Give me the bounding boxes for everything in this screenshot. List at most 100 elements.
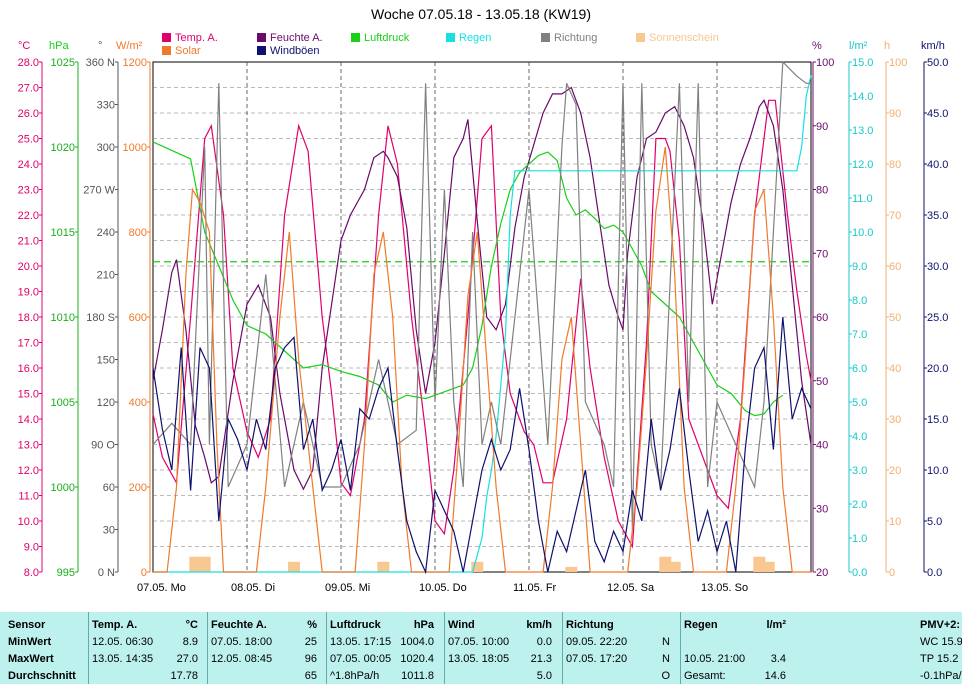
table-cell: 13.05. 14:35: [92, 653, 154, 665]
table-cell: MinWert: [8, 636, 52, 648]
axis-tick-label-wind: 5.0: [927, 516, 942, 528]
legend-label: Feuchte A.: [270, 32, 323, 44]
axis-tick-label-temp: 28.0: [18, 57, 39, 69]
table-cell: TP 15.2: [920, 653, 959, 665]
axis-tick-label-humidity: 80: [816, 185, 828, 197]
axis-tick-label-pressure: 1000: [51, 482, 75, 494]
legend-label: Regen: [459, 32, 492, 44]
table-separator: [207, 612, 208, 684]
series-line-richtung: [152, 60, 811, 530]
axis-tick-label-sun: 30: [889, 414, 901, 426]
table-cell: N: [662, 653, 670, 665]
sunshine-bar: [668, 561, 681, 572]
table-separator: [562, 612, 563, 684]
axis-tick-label-sun: 100: [889, 57, 907, 69]
table-cell: 12.05. 06:30: [92, 636, 154, 648]
axis-tick-label-wind: 50.0: [927, 57, 948, 69]
axis-unit-solar: W/m²: [116, 40, 143, 52]
axis-tick-label-rain: 13.0: [852, 125, 873, 137]
axis-tick-label-temp: 26.0: [18, 108, 39, 120]
statistics-table: [0, 612, 962, 684]
legend-swatch: [351, 33, 360, 42]
axis-tick-label-temp: 8.0: [24, 567, 39, 579]
table-cell: Richtung: [566, 619, 614, 631]
axis-tick-label-wind: 25.0: [927, 312, 948, 324]
table-cell: 13.05. 18:05: [448, 653, 510, 665]
table-cell: Gesamt:: [684, 670, 726, 682]
series-line-solar: [153, 146, 811, 573]
axis-unit-humidity: %: [812, 40, 822, 52]
axis-tick-label-pressure: 1020: [51, 142, 75, 154]
day-label: 09.05. Mi: [325, 582, 370, 594]
axis-tick-label-sun: 90: [889, 108, 901, 120]
legend-label: Windböen: [270, 45, 320, 57]
axis-tick-label-direction: 150: [97, 355, 115, 367]
axis-tick-label-temp: 23.0: [18, 185, 39, 197]
table-cell: Luftdruck: [330, 619, 381, 631]
legend-label: Solar: [175, 45, 201, 57]
series-line-windb-en: [152, 316, 812, 575]
legend-item: Feuchte A.: [257, 32, 323, 44]
legend-swatch: [162, 46, 171, 55]
legend-label: Richtung: [554, 32, 598, 44]
table-cell: Sensor: [8, 619, 46, 631]
table-cell: km/h: [526, 619, 552, 631]
table-cell: 25: [304, 636, 317, 648]
table-cell: 1020.4: [400, 653, 434, 665]
axis-tick-label-pressure: 1005: [51, 397, 75, 409]
axis-tick-label-pressure: 995: [57, 567, 75, 579]
table-cell: 12.05. 08:45: [211, 653, 273, 665]
table-cell: Durchschnitt: [8, 670, 76, 682]
legend-swatch: [541, 33, 550, 42]
axis-tick-label-rain: 2.0: [852, 499, 867, 511]
table-separator: [326, 612, 327, 684]
axis-tick-label-rain: 15.0: [852, 57, 873, 69]
legend-item: Regen: [446, 32, 491, 44]
table-cell: 21.3: [530, 653, 552, 665]
axis-tick-label-sun: 40: [889, 363, 901, 375]
table-cell: Regen: [684, 619, 718, 631]
axis-tick-label-temp: 10.0: [18, 516, 39, 528]
axis-unit-wind: km/h: [921, 40, 945, 52]
day-label: 11.05. Fr: [513, 582, 557, 594]
axis-tick-label-temp: 18.0: [18, 312, 39, 324]
legend-swatch: [257, 46, 266, 55]
table-cell: 96: [304, 653, 317, 665]
axis-tick-label-rain: 0.0: [852, 567, 867, 579]
axis-tick-label-direction: 240: [97, 227, 115, 239]
table-separator: [88, 612, 89, 684]
table-cell: 07.05. 10:00: [448, 636, 510, 648]
axis-tick-label-rain: 5.0: [852, 397, 867, 409]
sunshine-bar: [189, 556, 202, 572]
axis-tick-label-humidity: 40: [816, 440, 828, 452]
table-cell: 07.05. 17:20: [566, 653, 628, 665]
axis-tick-label-direction: 180 S: [86, 312, 115, 324]
axis-tick-label-direction: 330: [97, 100, 115, 112]
axis-tick-label-solar: 200: [129, 482, 147, 494]
series-line-regen: [153, 75, 812, 573]
axis-tick-label-temp: 13.0: [18, 440, 39, 452]
axis-tick-label-wind: 20.0: [927, 363, 948, 375]
axis-tick-label-rain: 7.0: [852, 329, 867, 341]
axis-tick-label-temp: 20.0: [18, 261, 39, 273]
table-cell: 09.05. 22:20: [566, 636, 628, 648]
sunshine-bar: [471, 561, 484, 572]
axis-tick-label-wind: 10.0: [927, 465, 948, 477]
axis-tick-label-temp: 27.0: [18, 83, 39, 95]
axis-tick-label-humidity: 90: [816, 121, 828, 133]
axis-tick-label-temp: 25.0: [18, 134, 39, 146]
axis-tick-label-direction: 90 O: [91, 440, 115, 452]
legend-swatch: [257, 33, 266, 42]
table-cell: Temp. A.: [92, 619, 138, 631]
table-cell: PMV+2:: [920, 619, 961, 631]
axis-tick-label-temp: 11.0: [18, 491, 39, 503]
axis-tick-label-temp: 16.0: [18, 363, 39, 375]
axis-tick-label-sun: 70: [889, 210, 901, 222]
axis-tick-label-rain: 4.0: [852, 431, 867, 443]
table-cell: °C: [185, 619, 198, 631]
sunshine-bar: [659, 556, 672, 572]
table-cell: 5.0: [536, 670, 552, 682]
axis-tick-label-humidity: 100: [816, 57, 834, 69]
sunshine-bar: [565, 566, 578, 572]
table-cell: Feuchte A.: [211, 619, 267, 631]
